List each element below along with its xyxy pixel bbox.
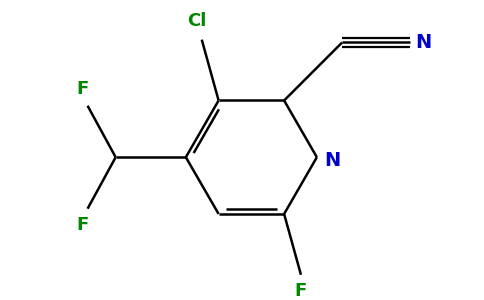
Text: F: F xyxy=(77,216,89,234)
Text: F: F xyxy=(77,80,89,98)
Text: N: N xyxy=(324,152,341,170)
Text: F: F xyxy=(295,282,307,300)
Text: N: N xyxy=(415,33,431,52)
Text: Cl: Cl xyxy=(187,12,207,30)
